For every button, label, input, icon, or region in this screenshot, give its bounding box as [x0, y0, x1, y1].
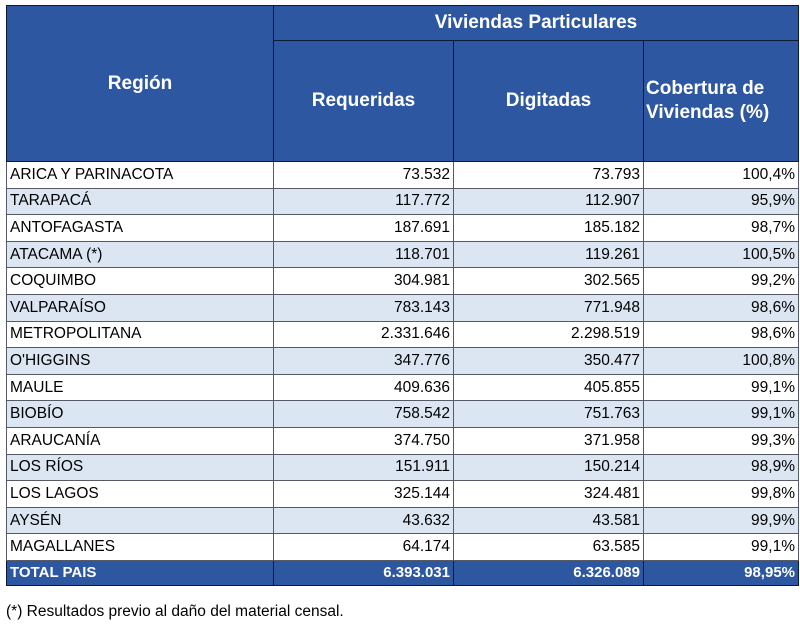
cell-region: ANTOFAGASTA — [6, 214, 274, 242]
table-header: Región Viviendas Particulares Requeridas… — [6, 4, 799, 162]
cell-digitadas: 119.261 — [453, 240, 644, 269]
cell-requeridas: 347.776 — [273, 347, 454, 375]
cell-cobertura: 99,9% — [643, 506, 799, 535]
cell-requeridas: 187.691 — [273, 214, 454, 242]
table-row: ARICA Y PARINACOTA 73.532 73.793 100,4% — [6, 161, 799, 189]
cell-cobertura: 98,7% — [643, 214, 799, 242]
table-row: BIOBÍO 758.542 751.763 99,1% — [6, 400, 799, 428]
cell-digitadas: 73.793 — [453, 161, 644, 189]
cell-requeridas: 118.701 — [273, 240, 454, 269]
cell-region: LOS RÍOS — [6, 453, 274, 482]
table-row: ARAUCANÍA 374.750 371.958 99,3% — [6, 426, 799, 455]
cell-digitadas: 43.581 — [453, 506, 644, 535]
cell-digitadas: 350.477 — [453, 347, 644, 375]
table-row: LOS RÍOS 151.911 150.214 98,9% — [6, 453, 799, 482]
total-requeridas: 6.393.031 — [273, 559, 454, 586]
cell-digitadas: 63.585 — [453, 533, 644, 561]
total-cobertura: 98,95% — [643, 559, 799, 586]
cell-requeridas: 409.636 — [273, 373, 454, 402]
table-row: ANTOFAGASTA 187.691 185.182 98,7% — [6, 214, 799, 242]
cell-region: BIOBÍO — [6, 400, 274, 428]
cell-region: ARAUCANÍA — [6, 426, 274, 455]
cell-cobertura: 99,3% — [643, 426, 799, 455]
cell-cobertura: 95,9% — [643, 187, 799, 216]
cell-region: AYSÉN — [6, 506, 274, 535]
table-row: TARAPACÁ 117.772 112.907 95,9% — [6, 187, 799, 216]
cell-cobertura: 99,2% — [643, 267, 799, 295]
total-digitadas: 6.326.089 — [453, 559, 644, 586]
cell-digitadas: 324.481 — [453, 480, 644, 508]
cell-requeridas: 304.981 — [273, 267, 454, 295]
header-viviendas-particulares: Viviendas Particulares — [273, 4, 799, 42]
cell-requeridas: 374.750 — [273, 426, 454, 455]
cell-digitadas: 302.565 — [453, 267, 644, 295]
cell-requeridas: 783.143 — [273, 293, 454, 322]
cell-region: ATACAMA (*) — [6, 240, 274, 269]
cell-cobertura: 98,6% — [643, 320, 799, 349]
cell-cobertura: 99,1% — [643, 400, 799, 428]
cell-digitadas: 771.948 — [453, 293, 644, 322]
cell-region: LOS LAGOS — [6, 480, 274, 508]
cell-cobertura: 98,6% — [643, 293, 799, 322]
cell-digitadas: 2.298.519 — [453, 320, 644, 349]
cell-digitadas: 112.907 — [453, 187, 644, 216]
table-row: O'HIGGINS 347.776 350.477 100,8% — [6, 347, 799, 375]
total-row: TOTAL PAIS 6.393.031 6.326.089 98,95% — [6, 559, 799, 586]
footnote: (*) Resultados previo al daño del materi… — [6, 603, 344, 620]
table-row: LOS LAGOS 325.144 324.481 99,8% — [6, 480, 799, 508]
header-cobertura-line1: Cobertura de — [646, 78, 765, 100]
cell-region: TARAPACÁ — [6, 187, 274, 216]
header-requeridas: Requeridas — [273, 40, 454, 162]
cell-cobertura: 100,5% — [643, 240, 799, 269]
cell-region: ARICA Y PARINACOTA — [6, 161, 274, 189]
header-digitadas: Digitadas — [453, 40, 644, 162]
cell-digitadas: 150.214 — [453, 453, 644, 482]
table-row: ATACAMA (*) 118.701 119.261 100,5% — [6, 240, 799, 269]
housing-coverage-table: Región Viviendas Particulares Requeridas… — [6, 4, 799, 586]
cell-requeridas: 151.911 — [273, 453, 454, 482]
table-row: COQUIMBO 304.981 302.565 99,2% — [6, 267, 799, 295]
housing-coverage-table-container: Región Viviendas Particulares Requeridas… — [6, 4, 799, 586]
cell-cobertura: 99,1% — [643, 533, 799, 561]
cell-region: MAGALLANES — [6, 533, 274, 561]
cell-region: MAULE — [6, 373, 274, 402]
cell-digitadas: 751.763 — [453, 400, 644, 428]
cell-requeridas: 64.174 — [273, 533, 454, 561]
cell-region: COQUIMBO — [6, 267, 274, 295]
cell-cobertura: 98,9% — [643, 453, 799, 482]
cell-requeridas: 117.772 — [273, 187, 454, 216]
table-row: AYSÉN 43.632 43.581 99,9% — [6, 506, 799, 535]
header-cobertura: Cobertura de Viviendas (%) — [643, 40, 799, 162]
table-row: MAGALLANES 64.174 63.585 99,1% — [6, 533, 799, 561]
cell-requeridas: 43.632 — [273, 506, 454, 535]
table-row: VALPARAÍSO 783.143 771.948 98,6% — [6, 293, 799, 322]
cell-region: VALPARAÍSO — [6, 293, 274, 322]
table-row: MAULE 409.636 405.855 99,1% — [6, 373, 799, 402]
cell-requeridas: 325.144 — [273, 480, 454, 508]
table-row: METROPOLITANA 2.331.646 2.298.519 98,6% — [6, 320, 799, 349]
table-body: ARICA Y PARINACOTA 73.532 73.793 100,4% … — [6, 161, 799, 561]
cell-requeridas: 73.532 — [273, 161, 454, 189]
cell-digitadas: 371.958 — [453, 426, 644, 455]
cell-digitadas: 405.855 — [453, 373, 644, 402]
cell-cobertura: 99,1% — [643, 373, 799, 402]
total-region: TOTAL PAIS — [6, 559, 274, 586]
header-cobertura-line2: Viviendas (%) — [646, 102, 770, 124]
cell-region: O'HIGGINS — [6, 347, 274, 375]
cell-requeridas: 2.331.646 — [273, 320, 454, 349]
cell-digitadas: 185.182 — [453, 214, 644, 242]
cell-cobertura: 100,8% — [643, 347, 799, 375]
header-region: Región — [6, 5, 274, 162]
cell-cobertura: 99,8% — [643, 480, 799, 508]
cell-requeridas: 758.542 — [273, 400, 454, 428]
cell-cobertura: 100,4% — [643, 161, 799, 189]
cell-region: METROPOLITANA — [6, 320, 274, 349]
